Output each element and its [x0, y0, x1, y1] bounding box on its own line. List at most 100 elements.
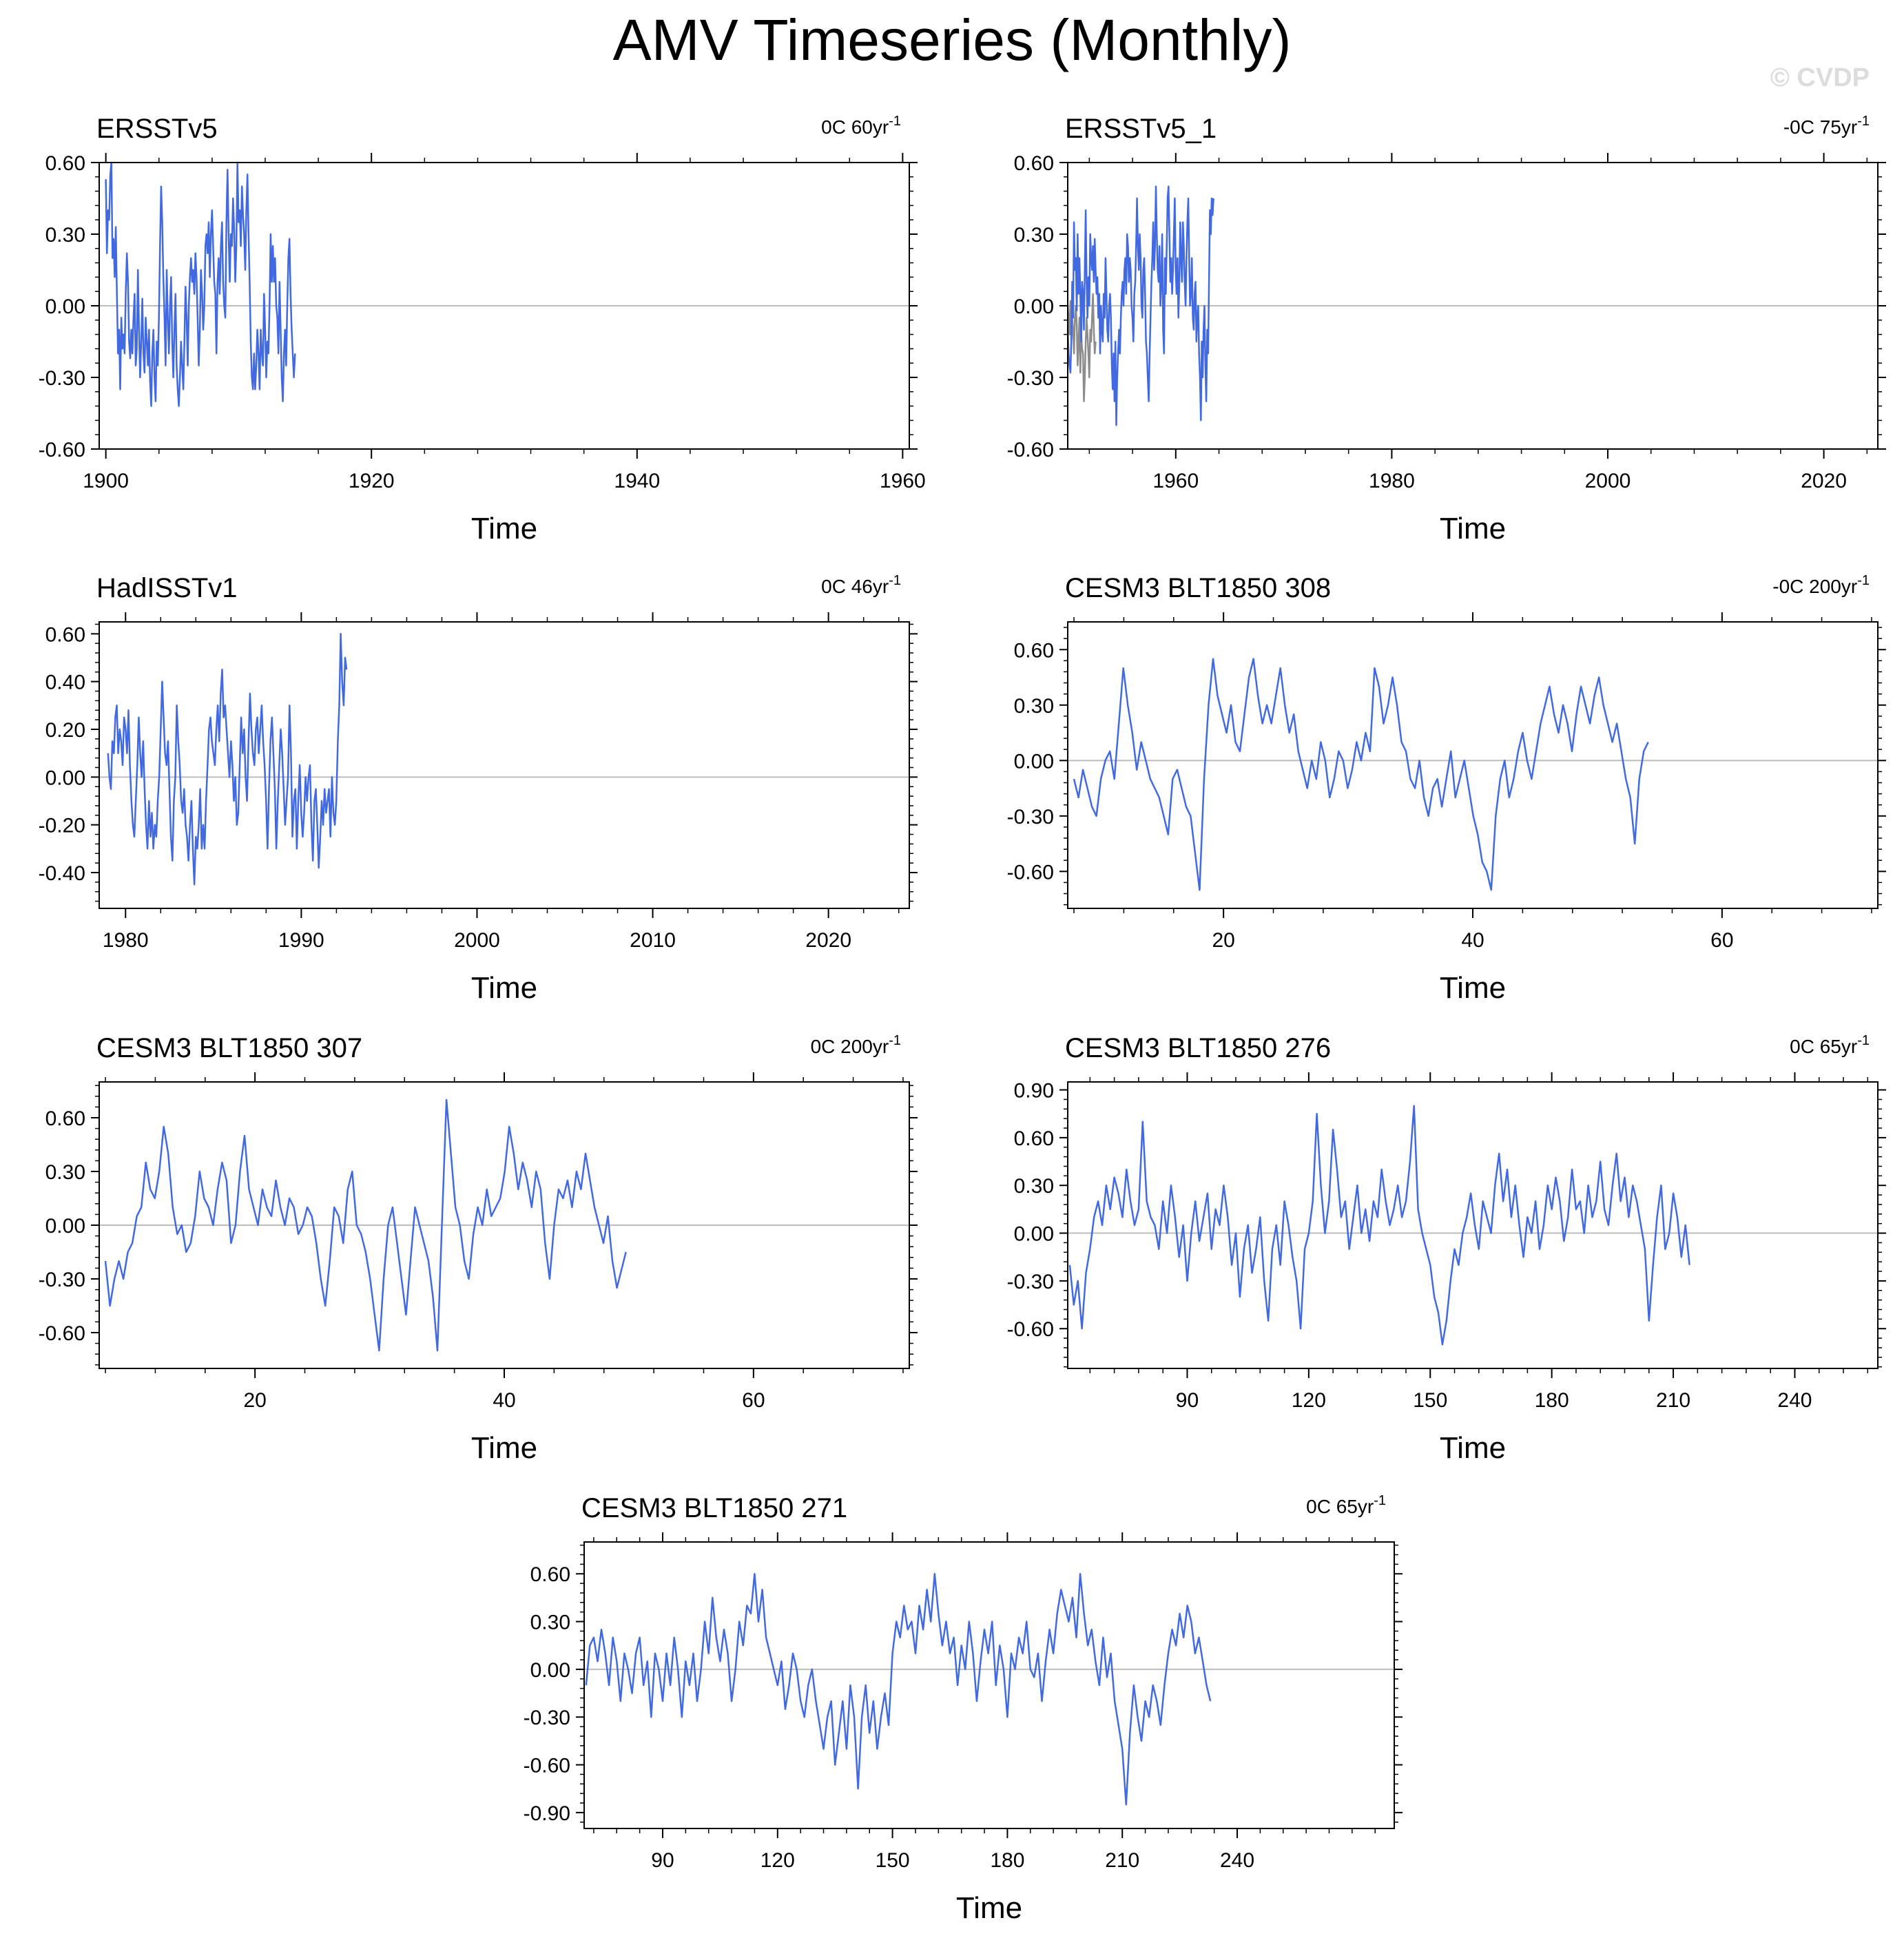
y-tick-label: -0.60 [39, 439, 85, 461]
trend-label: 0C 200yr-1 [811, 1033, 901, 1057]
x-tick-label: 60 [742, 1389, 765, 1412]
y-tick-label: -0.40 [39, 862, 85, 885]
panel-6: -0.60 -0.30 0.00 0.30 0.60 0.90 90 120 150 180 210… [1007, 1033, 1886, 1465]
y-tick-label: 0.30 [45, 224, 85, 247]
x-tick-label: 40 [1461, 929, 1484, 952]
x-tick-label: 1960 [1152, 470, 1199, 492]
panel-7: -0.90 -0.60 -0.30 0.00 0.30 0.60 90 120 150 180 21… [524, 1493, 1403, 1925]
panel-title: CESM3 BLT1850 307 [96, 1033, 362, 1063]
panel-5: -0.60 -0.30 0.00 0.30 0.60 20 40 60 CESM3 BLT185… [39, 1033, 918, 1465]
y-tick-label: -0.30 [1007, 806, 1054, 828]
y-tick-label: 0.60 [45, 152, 85, 175]
panel-title: CESM3 BLT1850 308 [1065, 573, 1331, 603]
y-tick-label: -0.60 [1007, 861, 1054, 884]
panel-4: -0.60 -0.30 0.00 0.30 0.60 20 40 60 CESM3 BLT185… [1007, 573, 1886, 1005]
x-tick-label: 2000 [454, 929, 500, 952]
series-line [105, 161, 296, 407]
y-tick-label: -0.30 [1007, 1271, 1054, 1293]
trend-label: 0C 65yr-1 [1790, 1033, 1870, 1057]
x-tick-label: 1980 [103, 929, 149, 952]
y-tick-label: 0.40 [45, 671, 85, 694]
panel-2: -0.60 -0.30 0.00 0.30 0.60 1960 1980 2000 2020 ER… [1007, 114, 1886, 545]
series-line [104, 1098, 627, 1352]
panel-1: -0.60 -0.30 0.00 0.30 0.60 1900 1920 1940 1960 ER… [39, 114, 926, 545]
x-tick-label: 1940 [614, 470, 660, 492]
x-tick-label: 210 [1656, 1389, 1690, 1412]
y-tick-label: -0.60 [39, 1322, 85, 1345]
y-tick-label: -0.30 [39, 367, 85, 390]
y-tick-label: 0.60 [45, 623, 85, 646]
x-tick-label: 180 [990, 1849, 1024, 1872]
x-axis-label: Time [956, 1891, 1022, 1925]
x-tick-label: 120 [1292, 1389, 1326, 1412]
watermark: © CVDP [1770, 63, 1870, 92]
panel-title: ERSSTv5_1 [1065, 114, 1217, 144]
panel-title: CESM3 BLT1850 276 [1065, 1033, 1331, 1063]
plot-frame [99, 1081, 910, 1369]
x-axis-label: Time [1440, 971, 1506, 1005]
x-tick-label: 20 [243, 1389, 266, 1412]
x-tick-label: 240 [1777, 1389, 1812, 1412]
y-tick-label: 0.00 [45, 1215, 85, 1238]
y-tick-label: -0.30 [524, 1707, 570, 1729]
y-tick-label: 0.00 [45, 295, 85, 318]
series-line [1073, 658, 1649, 891]
panel-3: -0.40 -0.20 0.00 0.20 0.40 0.60 1980 1990 2000 20… [39, 573, 918, 1005]
y-tick-label: 0.00 [1014, 1223, 1054, 1246]
y-tick-label: -0.60 [1007, 439, 1054, 461]
y-tick-label: -0.60 [524, 1755, 570, 1778]
plot-frame [1067, 1081, 1879, 1369]
plot-frame [1067, 162, 1879, 450]
x-tick-label: 90 [651, 1849, 674, 1872]
panel-title: HadISSTv1 [96, 573, 238, 603]
panel-title: ERSSTv5 [96, 114, 218, 144]
x-axis-label: Time [471, 971, 537, 1005]
y-tick-label: 0.60 [1014, 1127, 1054, 1150]
x-tick-label: 2010 [630, 929, 676, 952]
y-tick-label: 0.90 [1014, 1080, 1054, 1103]
y-tick-label: -0.30 [39, 1269, 85, 1291]
y-tick-label: 0.60 [1014, 152, 1054, 175]
x-tick-label: 240 [1220, 1849, 1254, 1872]
plot-frame [99, 162, 910, 450]
y-tick-label: 0.30 [1014, 224, 1054, 247]
x-tick-label: 210 [1105, 1849, 1139, 1872]
series-line [107, 633, 348, 886]
y-tick-label: -0.20 [39, 815, 85, 837]
x-tick-label: 20 [1212, 929, 1234, 952]
series-line [585, 1572, 1212, 1806]
y-tick-label: 0.60 [530, 1563, 570, 1586]
x-axis-label: Time [471, 1431, 537, 1465]
y-tick-label: 0.30 [1014, 695, 1054, 718]
y-tick-label: 0.00 [45, 767, 85, 789]
series-line [1068, 1105, 1690, 1346]
y-tick-label: 0.30 [1014, 1175, 1054, 1198]
x-tick-label: 1990 [278, 929, 324, 952]
x-tick-label: 2020 [1801, 470, 1847, 492]
x-axis-label: Time [1440, 512, 1506, 545]
y-tick-label: 0.20 [45, 719, 85, 742]
y-tick-label: -0.60 [1007, 1318, 1054, 1341]
panel-title: CESM3 BLT1850 271 [581, 1493, 847, 1523]
y-tick-label: 0.00 [1014, 295, 1054, 318]
plot-frame [583, 1541, 1395, 1829]
trend-label: 0C 65yr-1 [1306, 1493, 1386, 1517]
x-tick-label: 150 [1413, 1389, 1447, 1412]
x-tick-label: 40 [493, 1389, 515, 1412]
x-tick-label: 2000 [1585, 470, 1631, 492]
x-tick-label: 2020 [805, 929, 851, 952]
trend-label: -0C 200yr-1 [1772, 573, 1870, 597]
y-tick-label: -0.90 [524, 1802, 570, 1825]
x-tick-label: 120 [760, 1849, 795, 1872]
x-axis-label: Time [471, 512, 537, 545]
y-tick-label: 0.30 [530, 1612, 570, 1634]
y-tick-label: 0.60 [45, 1107, 85, 1130]
y-tick-label: 0.30 [45, 1161, 85, 1184]
y-tick-label: 0.00 [1014, 750, 1054, 773]
x-tick-label: 1960 [880, 470, 926, 492]
trend-label: -0C 75yr-1 [1783, 114, 1870, 138]
x-tick-label: 1920 [349, 470, 395, 492]
x-axis-label: Time [1440, 1431, 1506, 1465]
x-tick-label: 1900 [83, 470, 129, 492]
